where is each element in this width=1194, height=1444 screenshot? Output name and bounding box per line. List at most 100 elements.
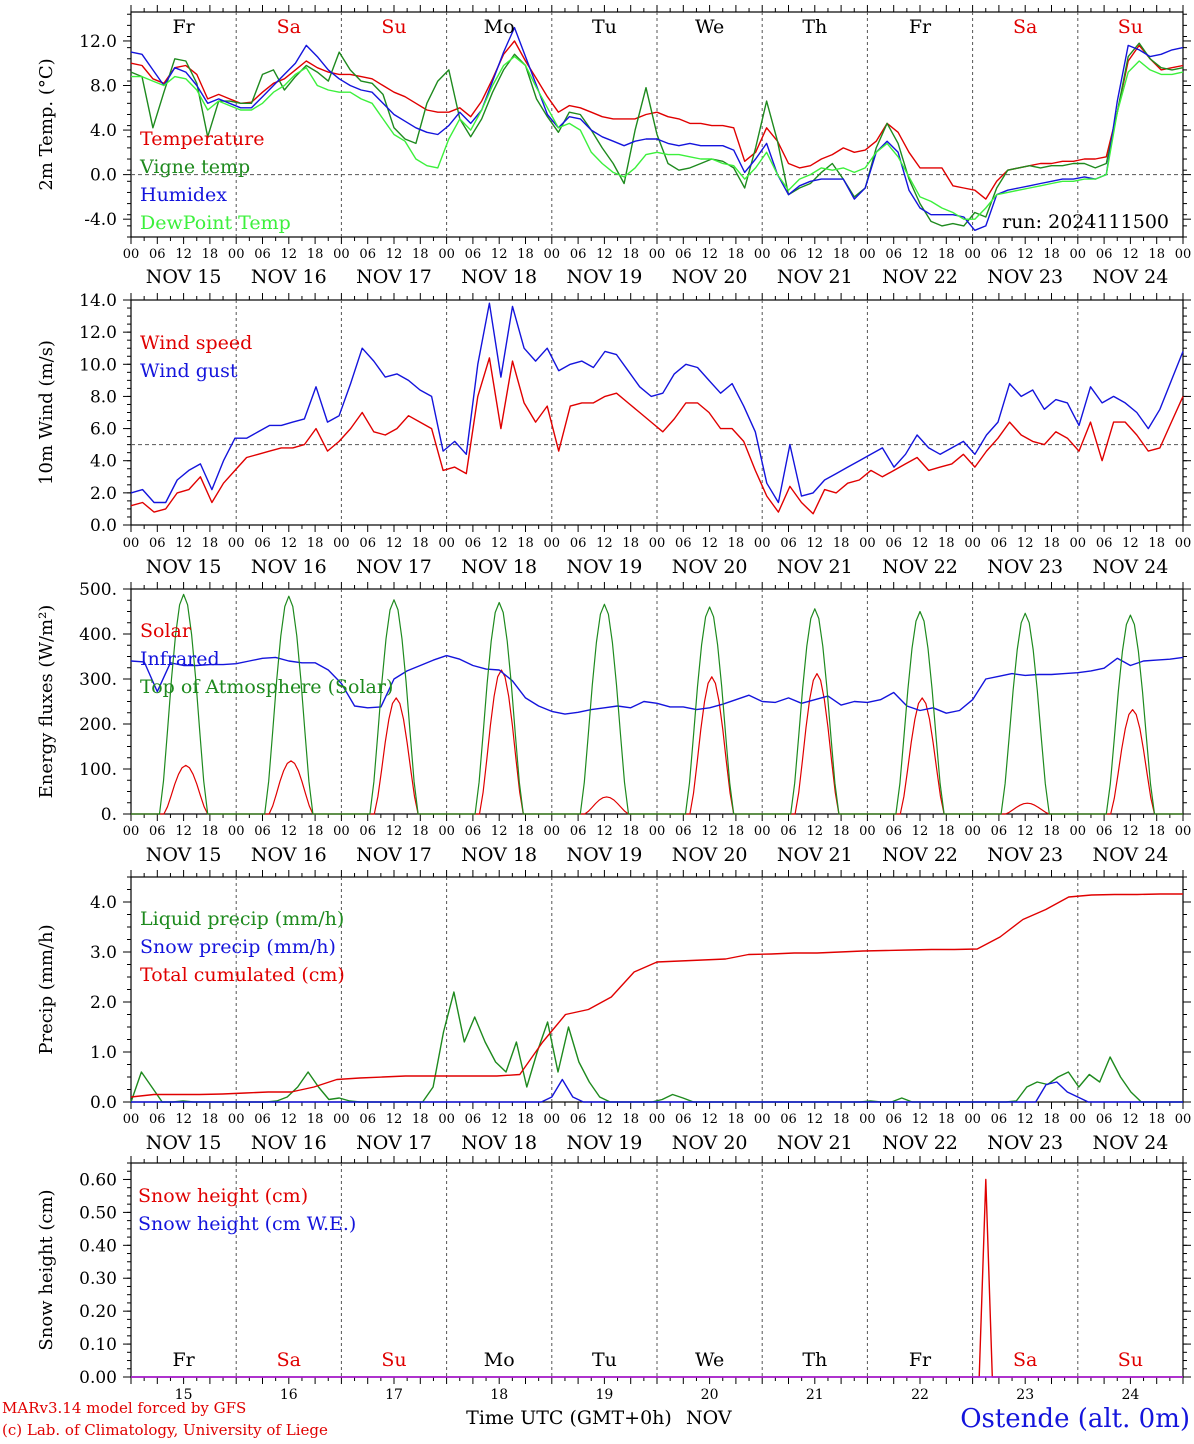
hour-tick-label: 12 xyxy=(596,536,613,551)
date-label: NOV 17 xyxy=(356,1132,432,1154)
y-tick-label: 400. xyxy=(79,625,117,645)
hour-tick-label: 12 xyxy=(701,536,718,551)
date-label: NOV 19 xyxy=(566,1132,642,1154)
hour-tick-label: 00 xyxy=(438,824,455,839)
legend-entry: Snow precip (mm/h) xyxy=(140,936,336,958)
hour-tick-label: 18 xyxy=(517,824,534,839)
panel-frame xyxy=(130,11,1184,238)
hour-tick-label: 00 xyxy=(123,247,140,262)
hour-tick-label: 12 xyxy=(912,247,929,262)
hour-tick-label: 00 xyxy=(754,247,771,262)
hour-tick-label: 00 xyxy=(228,824,245,839)
hour-tick-label: 06 xyxy=(359,247,376,262)
hour-tick-label: 06 xyxy=(991,824,1008,839)
date-label: NOV 23 xyxy=(987,556,1063,578)
hour-tick-label: 06 xyxy=(254,824,271,839)
station-label: Ostende (alt. 0m) xyxy=(960,1404,1190,1434)
date-label: NOV 18 xyxy=(461,556,537,578)
date-label: NOV 15 xyxy=(146,556,222,578)
date-label: NOV 16 xyxy=(251,266,327,288)
hour-tick-label: 00 xyxy=(1175,247,1192,262)
hour-tick-label: 00 xyxy=(649,824,666,839)
hour-tick-label: 12 xyxy=(175,247,192,262)
hour-tick-label: 12 xyxy=(491,247,508,262)
hour-tick-label: 18 xyxy=(833,247,850,262)
hour-tick-label: 18 xyxy=(728,824,745,839)
weekday-label-top: We xyxy=(695,16,724,38)
hour-tick-label: 18 xyxy=(938,824,955,839)
date-label: NOV 24 xyxy=(1092,844,1168,866)
hour-tick-label: 12 xyxy=(912,536,929,551)
date-label: NOV 22 xyxy=(882,844,958,866)
y-tick-label: 0.00 xyxy=(79,1368,117,1388)
weekday-label-bottom: We xyxy=(695,1349,724,1371)
hour-tick-label: 00 xyxy=(754,824,771,839)
hour-tick-label: 18 xyxy=(517,1112,534,1127)
hour-tick-label: 06 xyxy=(780,536,797,551)
hour-tick-label: 06 xyxy=(780,247,797,262)
hour-tick-label: 00 xyxy=(228,536,245,551)
hour-tick-label: 18 xyxy=(1043,247,1060,262)
hour-tick-label: 00 xyxy=(859,536,876,551)
y-tick-label: 100. xyxy=(79,760,117,780)
hour-tick-label: 00 xyxy=(649,1112,666,1127)
weekday-label-top: Sa xyxy=(277,16,301,38)
date-label: NOV 23 xyxy=(987,1132,1063,1154)
hour-tick-label: 00 xyxy=(754,1112,771,1127)
run-label: run: 2024111500 xyxy=(1002,211,1169,233)
hour-tick-label: 06 xyxy=(465,247,482,262)
hour-tick-label: 06 xyxy=(675,247,692,262)
day-number-label: 16 xyxy=(280,1387,298,1403)
y-tick-label: 3.0 xyxy=(90,943,117,963)
hour-tick-label: 00 xyxy=(438,247,455,262)
hour-tick-label: 06 xyxy=(149,247,166,262)
date-label: NOV 24 xyxy=(1092,556,1168,578)
hour-tick-label: 00 xyxy=(544,536,561,551)
credit-line: (c) Lab. of Climatology, University of L… xyxy=(2,1421,328,1439)
hour-tick-label: 00 xyxy=(1070,247,1087,262)
hour-tick-label: 12 xyxy=(281,824,298,839)
legend-entry: Temperature xyxy=(140,128,264,150)
hour-tick-label: 12 xyxy=(807,824,824,839)
hour-tick-label: 06 xyxy=(359,824,376,839)
hour-tick-label: 18 xyxy=(202,247,219,262)
hour-tick-label: 06 xyxy=(1096,1112,1113,1127)
date-label: NOV 19 xyxy=(566,266,642,288)
y-axis-label: 2m Temp. (°C) xyxy=(36,58,57,190)
legend-entry: Wind gust xyxy=(140,360,238,382)
hour-tick-label: 06 xyxy=(885,536,902,551)
hour-tick-label: 06 xyxy=(991,1112,1008,1127)
y-tick-label: 14.0 xyxy=(79,291,117,311)
day-number-label: 21 xyxy=(806,1387,824,1403)
legend-entry: Solar xyxy=(140,620,192,642)
date-label: NOV 16 xyxy=(251,556,327,578)
y-tick-label: 6.0 xyxy=(90,420,117,440)
hour-tick-label: 18 xyxy=(412,824,429,839)
hour-tick-label: 18 xyxy=(202,1112,219,1127)
weekday-label-bottom: Sa xyxy=(1013,1349,1037,1371)
hour-tick-label: 00 xyxy=(333,536,350,551)
hour-tick-label: 18 xyxy=(412,536,429,551)
weekday-label-top: Su xyxy=(1118,16,1143,38)
hour-tick-label: 00 xyxy=(964,247,981,262)
hour-tick-label: 18 xyxy=(1148,1112,1165,1127)
weekday-label-bottom: Su xyxy=(1118,1349,1143,1371)
y-axis-label: Energy fluxes (W/m²) xyxy=(36,605,57,799)
hour-tick-label: 12 xyxy=(1017,824,1034,839)
hour-tick-label: 12 xyxy=(491,824,508,839)
series-line xyxy=(131,55,1184,220)
hour-tick-label: 06 xyxy=(149,536,166,551)
hour-tick-label: 06 xyxy=(1096,247,1113,262)
weekday-label-bottom: Sa xyxy=(277,1349,301,1371)
date-label: NOV 21 xyxy=(777,556,853,578)
hour-tick-label: 06 xyxy=(149,824,166,839)
hour-tick-label: 18 xyxy=(833,1112,850,1127)
weekday-label-top: Th xyxy=(802,16,827,38)
y-tick-label: 12.0 xyxy=(79,32,117,52)
hour-tick-label: 06 xyxy=(465,824,482,839)
legend-entry: DewPoint Temp xyxy=(140,212,291,234)
hour-tick-label: 18 xyxy=(622,536,639,551)
hour-tick-label: 06 xyxy=(1096,536,1113,551)
y-tick-label: -4.0 xyxy=(84,210,117,230)
